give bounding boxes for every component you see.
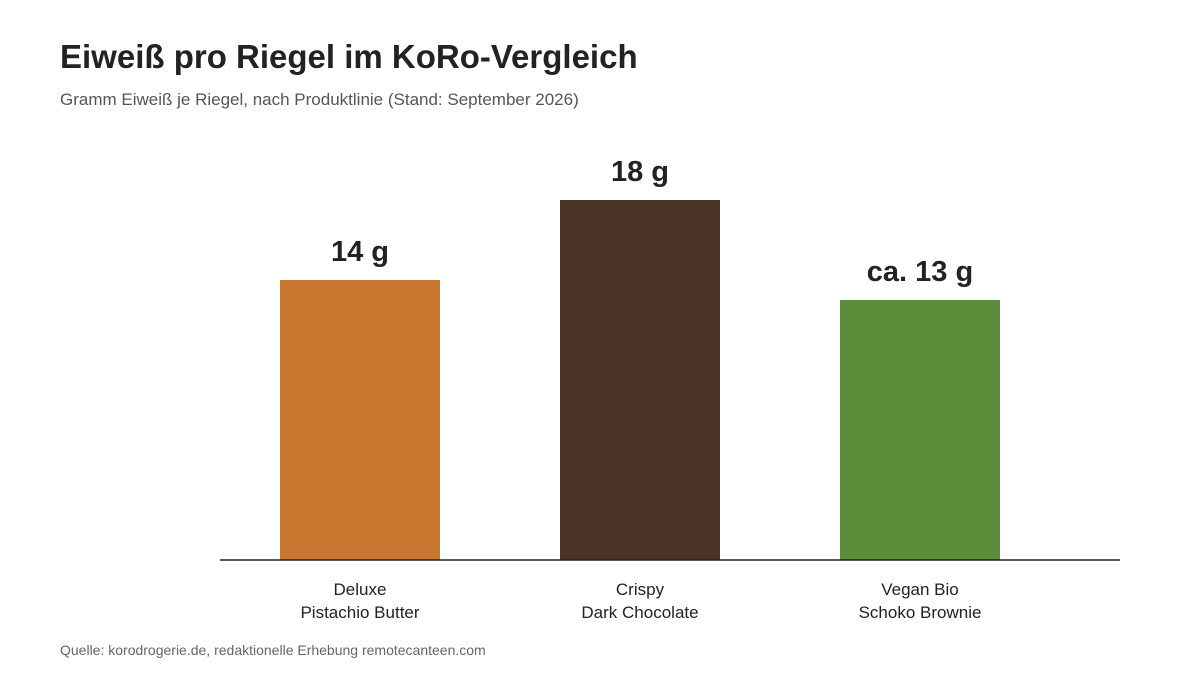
category-label-line: Pistachio Butter: [300, 603, 419, 622]
value-label-0: 14 g: [331, 236, 389, 268]
chart-title: Eiweiß pro Riegel im KoRo-Vergleich: [60, 38, 638, 75]
category-label-line: Dark Chocolate: [581, 603, 698, 622]
value-label-2: ca. 13 g: [867, 256, 973, 288]
category-label-line: Crispy: [616, 580, 665, 599]
bars-group: [280, 200, 1000, 560]
value-label-1: 18 g: [611, 156, 669, 188]
category-label-line: Schoko Brownie: [859, 603, 982, 622]
category-labels-group: Deluxe Pistachio Butter Crispy Dark Chocola…: [300, 580, 981, 622]
bar-2: [840, 300, 1000, 560]
chart-subtitle: Gramm Eiweiß je Riegel, nach Produktlini…: [60, 90, 579, 109]
category-label-2: Vegan Bio Schoko Brownie: [859, 580, 982, 622]
category-label-line: Deluxe: [334, 580, 387, 599]
value-labels-group: 14 g 18 g ca. 13 g: [331, 156, 973, 288]
category-label-line: Vegan Bio: [881, 580, 959, 599]
source-note: Quelle: korodrogerie.de, redaktionelle E…: [60, 642, 486, 658]
bar-0: [280, 280, 440, 560]
category-label-1: Crispy Dark Chocolate: [581, 580, 698, 622]
category-label-0: Deluxe Pistachio Butter: [300, 580, 419, 622]
bar-1: [560, 200, 720, 560]
